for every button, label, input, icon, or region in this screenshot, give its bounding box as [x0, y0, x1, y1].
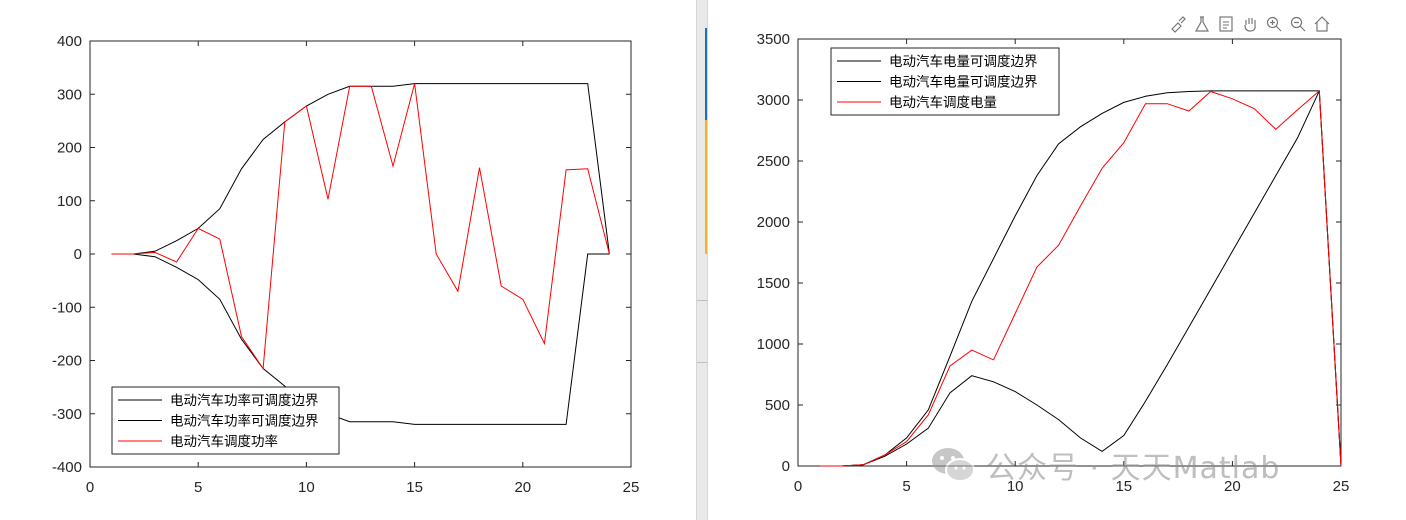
chart-2: 0 5 10 15 20 25 0 500 1000 1500 2000 2500 3000 3500 电动… [757, 31, 1350, 495]
legend-label-3: 电动汽车调度电量 [889, 94, 997, 111]
y-tick-label: 0 [74, 246, 82, 263]
watermark: 公众号 · 天天Matlab [930, 443, 1280, 487]
watermark-text: 公众号 · 天天Matlab [986, 451, 1281, 486]
y-tick-label: 300 [57, 86, 82, 103]
y-tick-label: 3000 [757, 92, 790, 109]
x-tick-label: 15 [406, 479, 423, 496]
series-line-1 [819, 90, 1342, 467]
y-tick-label: 1500 [757, 275, 790, 292]
y-tick-label: 1000 [757, 336, 790, 353]
pan-hand-icon[interactable] [1240, 14, 1260, 34]
series-line-2 [111, 253, 610, 425]
zoom-in-icon[interactable] [1264, 14, 1284, 34]
y-tick-label: 2500 [757, 153, 790, 170]
home-icon[interactable] [1312, 14, 1332, 34]
axes-toolbar [1168, 14, 1332, 36]
x-tick-label: 10 [1007, 478, 1024, 495]
legend-label-1: 电动汽车电量可调度边界 [889, 53, 1038, 70]
x-tick-label: 0 [86, 479, 94, 496]
flask-icon[interactable] [1192, 14, 1212, 34]
divider-gold-strip [705, 120, 707, 254]
x-tick-label: 5 [902, 478, 910, 495]
x-tick-label: 25 [1333, 478, 1350, 495]
legend-label-3: 电动汽车调度功率 [170, 433, 278, 450]
y-tick-label: -100 [52, 299, 82, 316]
legend-label-2: 电动汽车功率可调度边界 [170, 413, 319, 430]
legend-label-1: 电动汽车功率可调度边界 [170, 392, 319, 409]
series-line-3 [819, 89, 1342, 467]
y-tick-label: 100 [57, 193, 82, 210]
y-tick-label: -300 [52, 406, 82, 423]
wechat-icon [932, 448, 975, 482]
y-tick-label: 3500 [757, 31, 790, 48]
y-tick-label: 500 [765, 397, 790, 414]
x-tick-label: 0 [794, 478, 802, 495]
zoom-out-icon[interactable] [1288, 14, 1308, 34]
x-tick-label: 20 [1224, 478, 1241, 495]
y-tick-label: 2000 [757, 214, 790, 231]
y-tick-label: 0 [782, 458, 790, 475]
x-tick-label: 20 [514, 479, 531, 496]
y-tick-label: 200 [57, 140, 82, 157]
document-icon[interactable] [1216, 14, 1236, 34]
x-tick-label: 5 [194, 479, 202, 496]
y-tick-label: -200 [52, 353, 82, 370]
window-divider[interactable] [696, 0, 708, 520]
y-tick-label: 400 [57, 33, 82, 50]
x-tick-label: 15 [1115, 478, 1132, 495]
divider-mark [697, 300, 707, 301]
divider-mark [697, 362, 707, 363]
divider-blue-strip [705, 28, 707, 120]
chart-1: 0 5 10 15 20 25 -400 -300 -200 -100 0 100 200 300 400 电… [52, 33, 639, 496]
series-line-2 [819, 90, 1342, 467]
series-line-3 [111, 83, 610, 370]
y-tick-label: -400 [52, 459, 82, 476]
x-tick-label: 25 [623, 479, 640, 496]
brush-icon[interactable] [1168, 14, 1188, 34]
x-tick-label: 10 [298, 479, 315, 496]
legend-label-2: 电动汽车电量可调度边界 [889, 74, 1038, 91]
